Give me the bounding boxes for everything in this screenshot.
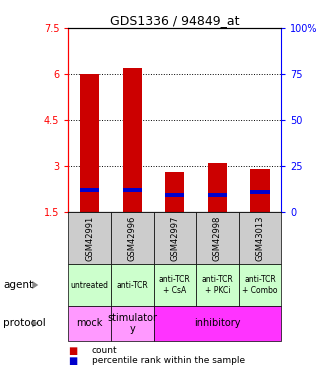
- Bar: [208, 193, 227, 197]
- Text: ■: ■: [68, 346, 78, 355]
- Bar: [165, 172, 184, 212]
- Text: ■: ■: [68, 356, 78, 366]
- Text: stimulator
y: stimulator y: [107, 313, 157, 334]
- Text: count: count: [92, 346, 117, 355]
- Bar: [208, 163, 227, 212]
- Bar: [250, 169, 270, 212]
- Text: anti-TCR
+ PKCi: anti-TCR + PKCi: [201, 275, 233, 295]
- Text: GSM42998: GSM42998: [213, 215, 222, 261]
- Text: anti-TCR: anti-TCR: [116, 280, 148, 290]
- Text: untreated: untreated: [71, 280, 109, 290]
- Text: inhibitory: inhibitory: [194, 318, 241, 328]
- Text: protocol: protocol: [3, 318, 46, 328]
- Bar: [123, 189, 142, 192]
- Text: anti-TCR
+ CsA: anti-TCR + CsA: [159, 275, 191, 295]
- Bar: [80, 189, 99, 192]
- Text: percentile rank within the sample: percentile rank within the sample: [92, 356, 245, 365]
- Text: GSM43013: GSM43013: [255, 215, 265, 261]
- Text: GSM42997: GSM42997: [170, 215, 179, 261]
- Text: GSM42996: GSM42996: [128, 215, 137, 261]
- Text: agent: agent: [3, 280, 33, 290]
- Bar: [165, 193, 184, 197]
- Text: GSM42991: GSM42991: [85, 216, 94, 261]
- Bar: [123, 68, 142, 212]
- Text: anti-TCR
+ Combo: anti-TCR + Combo: [242, 275, 278, 295]
- Title: GDS1336 / 94849_at: GDS1336 / 94849_at: [110, 14, 239, 27]
- Bar: [250, 190, 270, 194]
- Bar: [80, 74, 99, 212]
- Text: mock: mock: [76, 318, 103, 328]
